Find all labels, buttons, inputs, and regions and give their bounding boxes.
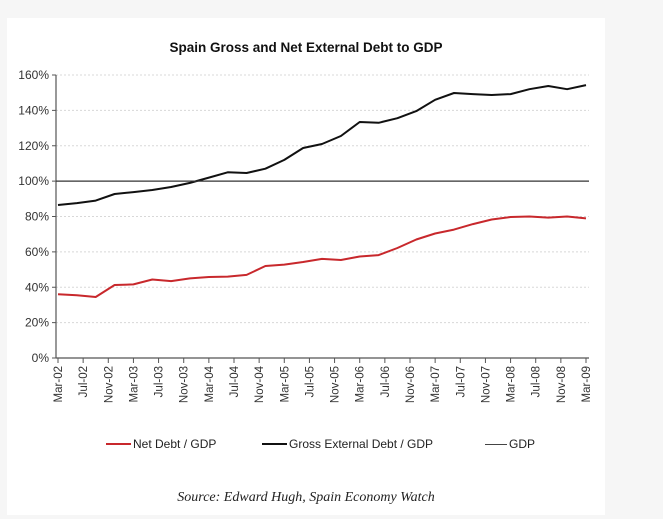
y-tick-label: 80%	[25, 210, 49, 224]
x-tick-label: Nov-03	[179, 366, 191, 403]
chart-panel: Spain Gross and Net External Debt to GDP	[7, 18, 605, 515]
y-tick-label: 0%	[32, 351, 50, 365]
x-tick-label: Nov-02	[103, 366, 115, 403]
y-tick-label: 140%	[18, 103, 49, 117]
x-tick-label: Mar-06	[355, 366, 367, 402]
legend-swatch-net-debt	[106, 443, 131, 445]
legend-swatch-gdp	[485, 443, 507, 445]
legend-label-net-debt: Net Debt / GDP	[133, 437, 217, 451]
y-tick-label: 60%	[25, 245, 49, 259]
legend-item-gdp: GDP	[485, 437, 535, 451]
x-tick-label: Mar-03	[128, 366, 140, 402]
x-tick-label: Nov-06	[405, 366, 417, 403]
x-tick-label: Nov-05	[330, 366, 342, 403]
legend-swatch-gross-debt	[262, 443, 287, 445]
x-tick-label: Mar-08	[506, 366, 518, 402]
x-tick-label: Jul-06	[380, 366, 392, 397]
x-tick-label: Jul-03	[154, 366, 166, 397]
net-debt-line	[57, 215, 587, 298]
x-tick-label: Jul-07	[455, 366, 467, 397]
legend-label-gdp: GDP	[509, 437, 536, 451]
y-tick-label: 40%	[25, 280, 49, 294]
x-tick-label: Mar-09	[581, 366, 593, 402]
x-tick-label: Jul-04	[229, 365, 241, 397]
x-tick-label: Mar-04	[204, 365, 216, 402]
x-tick-label: Mar-07	[430, 366, 442, 402]
y-tick-label: 160%	[18, 68, 49, 82]
legend-item-gross-debt: Gross External Debt / GDP	[262, 437, 433, 451]
x-tick-label: Nov-04	[254, 365, 266, 403]
x-tick-label: Jul-05	[304, 366, 316, 397]
source-note: Source: Edward Hugh, Spain Economy Watch	[177, 490, 435, 505]
y-tick-label: 120%	[18, 139, 49, 153]
chart-title: Spain Gross and Net External Debt to GDP	[169, 40, 443, 55]
x-tick-label: Jul-08	[531, 366, 543, 397]
x-tick-label: Mar-05	[279, 366, 291, 402]
gross-debt-line	[57, 84, 587, 206]
x-tick-label: Nov-07	[480, 366, 492, 403]
legend: Net Debt / GDP Gross External Debt / GDP…	[0, 437, 663, 457]
x-tick-label: Jul-02	[78, 366, 90, 397]
x-tick-label: Mar-02	[53, 366, 65, 402]
x-tick-label: Nov-08	[556, 366, 568, 403]
legend-item-net-debt: Net Debt / GDP	[106, 437, 216, 451]
legend-label-gross-debt: Gross External Debt / GDP	[289, 437, 434, 451]
y-tick-label: 100%	[18, 174, 49, 188]
y-tick-label: 20%	[25, 316, 49, 330]
